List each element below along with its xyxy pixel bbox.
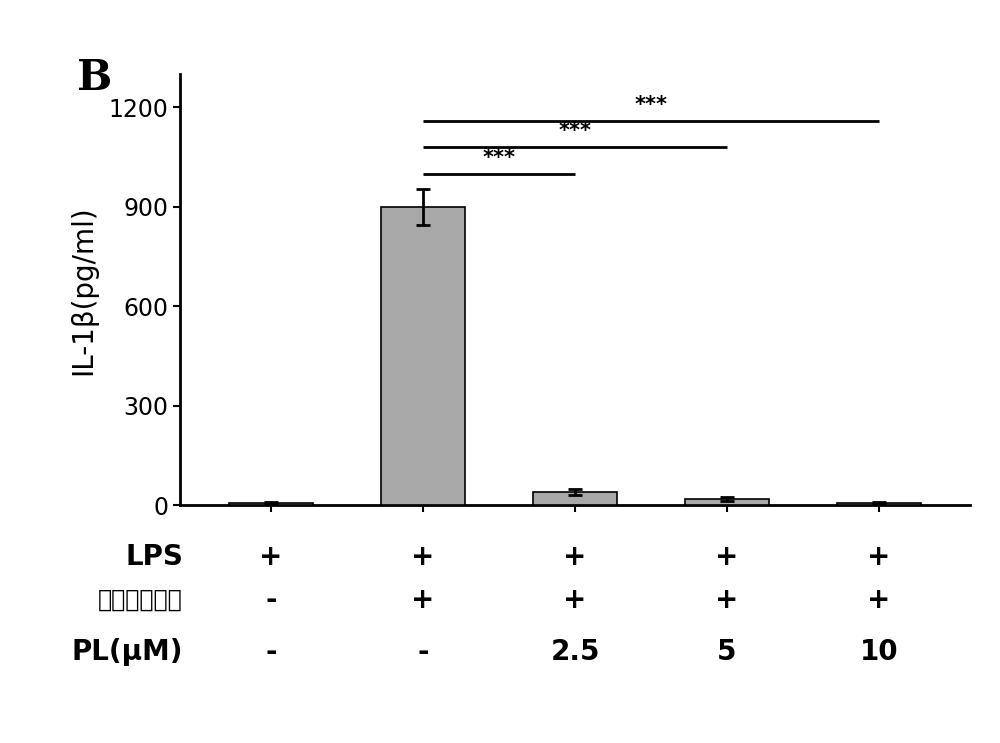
Bar [229, 502, 313, 505]
Text: ***: *** [634, 95, 667, 114]
Text: ***: *** [483, 148, 516, 168]
Bar [837, 502, 921, 505]
Bar [533, 492, 617, 505]
Text: 10: 10 [860, 637, 898, 666]
Text: +: + [563, 543, 587, 571]
Text: 尼日利亚菌素: 尼日利亚菌素 [98, 588, 183, 612]
Text: +: + [259, 543, 283, 571]
Text: -: - [265, 586, 277, 614]
Text: 5: 5 [717, 637, 737, 666]
Text: -: - [265, 637, 277, 666]
Text: +: + [715, 543, 739, 571]
Y-axis label: IL-1β(pg/ml): IL-1β(pg/ml) [69, 205, 97, 374]
Text: +: + [867, 543, 891, 571]
Text: PL(μM): PL(μM) [72, 637, 183, 666]
Bar [685, 499, 769, 505]
Text: +: + [411, 586, 435, 614]
Text: ***: *** [559, 121, 592, 141]
Text: +: + [867, 586, 891, 614]
Text: +: + [563, 586, 587, 614]
Text: -: - [417, 637, 429, 666]
Text: 2.5: 2.5 [550, 637, 600, 666]
Text: LPS: LPS [125, 543, 183, 571]
Bar [381, 207, 465, 505]
Text: +: + [715, 586, 739, 614]
Text: B: B [77, 57, 113, 99]
Text: +: + [411, 543, 435, 571]
